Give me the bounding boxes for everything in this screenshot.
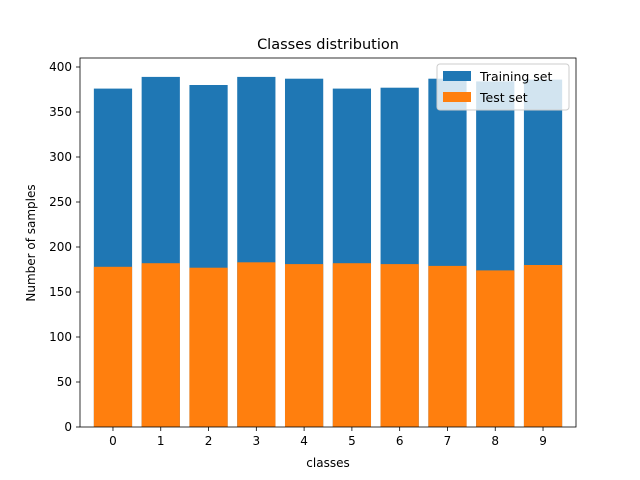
- legend-label: Test set: [479, 90, 528, 105]
- x-tick-label: 6: [396, 434, 404, 448]
- bar-test-8: [476, 270, 515, 427]
- y-tick-label: 100: [49, 330, 72, 344]
- y-axis-label: Number of samples: [24, 184, 38, 301]
- x-axis-label: classes: [306, 456, 349, 470]
- bar-test-4: [284, 264, 324, 427]
- x-tick-label: 9: [539, 434, 547, 448]
- y-tick-label: 200: [49, 240, 72, 254]
- bars-layer: [93, 76, 563, 428]
- x-tick-label: 4: [300, 434, 308, 448]
- y-tick-label: 250: [49, 195, 72, 209]
- bar-test-5: [332, 263, 372, 427]
- bar-test-9: [523, 265, 563, 427]
- plot-frame: [79, 57, 577, 428]
- x-tick-label: 5: [348, 434, 356, 448]
- y-tick-label: 350: [49, 105, 72, 119]
- legend-swatch: [443, 71, 471, 81]
- x-tick-label: 7: [444, 434, 452, 448]
- bar-test-1: [141, 263, 180, 427]
- y-axis-ticks: 0 50 100 150 200 250 300 350 400: [49, 60, 80, 434]
- bar-test-7: [428, 265, 467, 427]
- x-tick-label: 2: [205, 434, 213, 448]
- x-tick-label: 3: [253, 434, 261, 448]
- y-tick-label: 0: [64, 420, 72, 434]
- x-tick-label: 0: [109, 434, 117, 448]
- bar-test-6: [380, 264, 419, 427]
- legend: Training set Test set: [436, 63, 570, 111]
- legend-label: Training set: [479, 69, 552, 84]
- x-axis-ticks: 0 1 2 3 4 5 6 7 8 9: [109, 427, 547, 448]
- bar-test-2: [189, 267, 228, 427]
- x-tick-label: 1: [157, 434, 165, 448]
- x-tick-label: 8: [491, 434, 499, 448]
- axes-frame: [79, 57, 577, 428]
- y-tick-label: 50: [57, 375, 72, 389]
- legend-swatch: [443, 92, 471, 102]
- bar-test-0: [93, 266, 133, 427]
- y-tick-label: 150: [49, 285, 72, 299]
- bar-test-3: [237, 262, 276, 427]
- y-tick-label: 400: [49, 60, 72, 74]
- y-tick-label: 300: [49, 150, 72, 164]
- chart-title: Classes distribution: [257, 37, 399, 53]
